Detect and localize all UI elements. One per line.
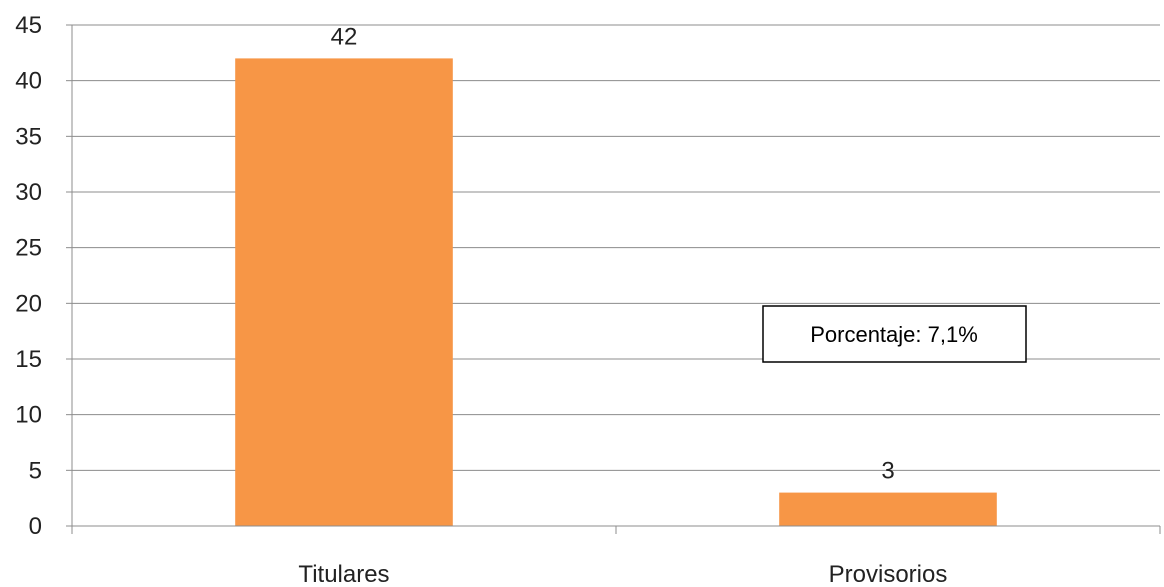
y-tick-label: 5 bbox=[29, 457, 42, 484]
y-tick-label: 0 bbox=[29, 513, 42, 540]
bars bbox=[235, 58, 997, 527]
y-tick-label: 35 bbox=[15, 123, 42, 150]
annotation-text: Porcentaje: 7,1% bbox=[810, 322, 978, 347]
y-tick-label: 10 bbox=[15, 402, 42, 429]
data-label: 42 bbox=[331, 23, 358, 50]
bar-provisorios bbox=[779, 492, 997, 526]
x-axis: Titulares Provisorios bbox=[71, 525, 1161, 587]
bar-titulares bbox=[235, 58, 453, 527]
y-tick-label: 30 bbox=[15, 179, 42, 206]
annotation-box: Porcentaje: 7,1% bbox=[762, 305, 1027, 363]
data-labels: 42 3 bbox=[331, 23, 895, 484]
y-tick-label: 25 bbox=[15, 235, 42, 262]
y-tick-label: 45 bbox=[15, 12, 42, 39]
category-label: Titulares bbox=[298, 561, 389, 587]
data-label: 3 bbox=[881, 458, 894, 485]
annotation-frame bbox=[762, 305, 1027, 363]
category-label: Provisorios bbox=[829, 561, 948, 587]
y-tick-label: 40 bbox=[15, 68, 42, 95]
y-tick-label: 15 bbox=[15, 346, 42, 373]
y-axis: 0 5 10 15 20 25 30 35 40 45 bbox=[15, 12, 73, 540]
y-tick-label: 20 bbox=[15, 290, 42, 317]
